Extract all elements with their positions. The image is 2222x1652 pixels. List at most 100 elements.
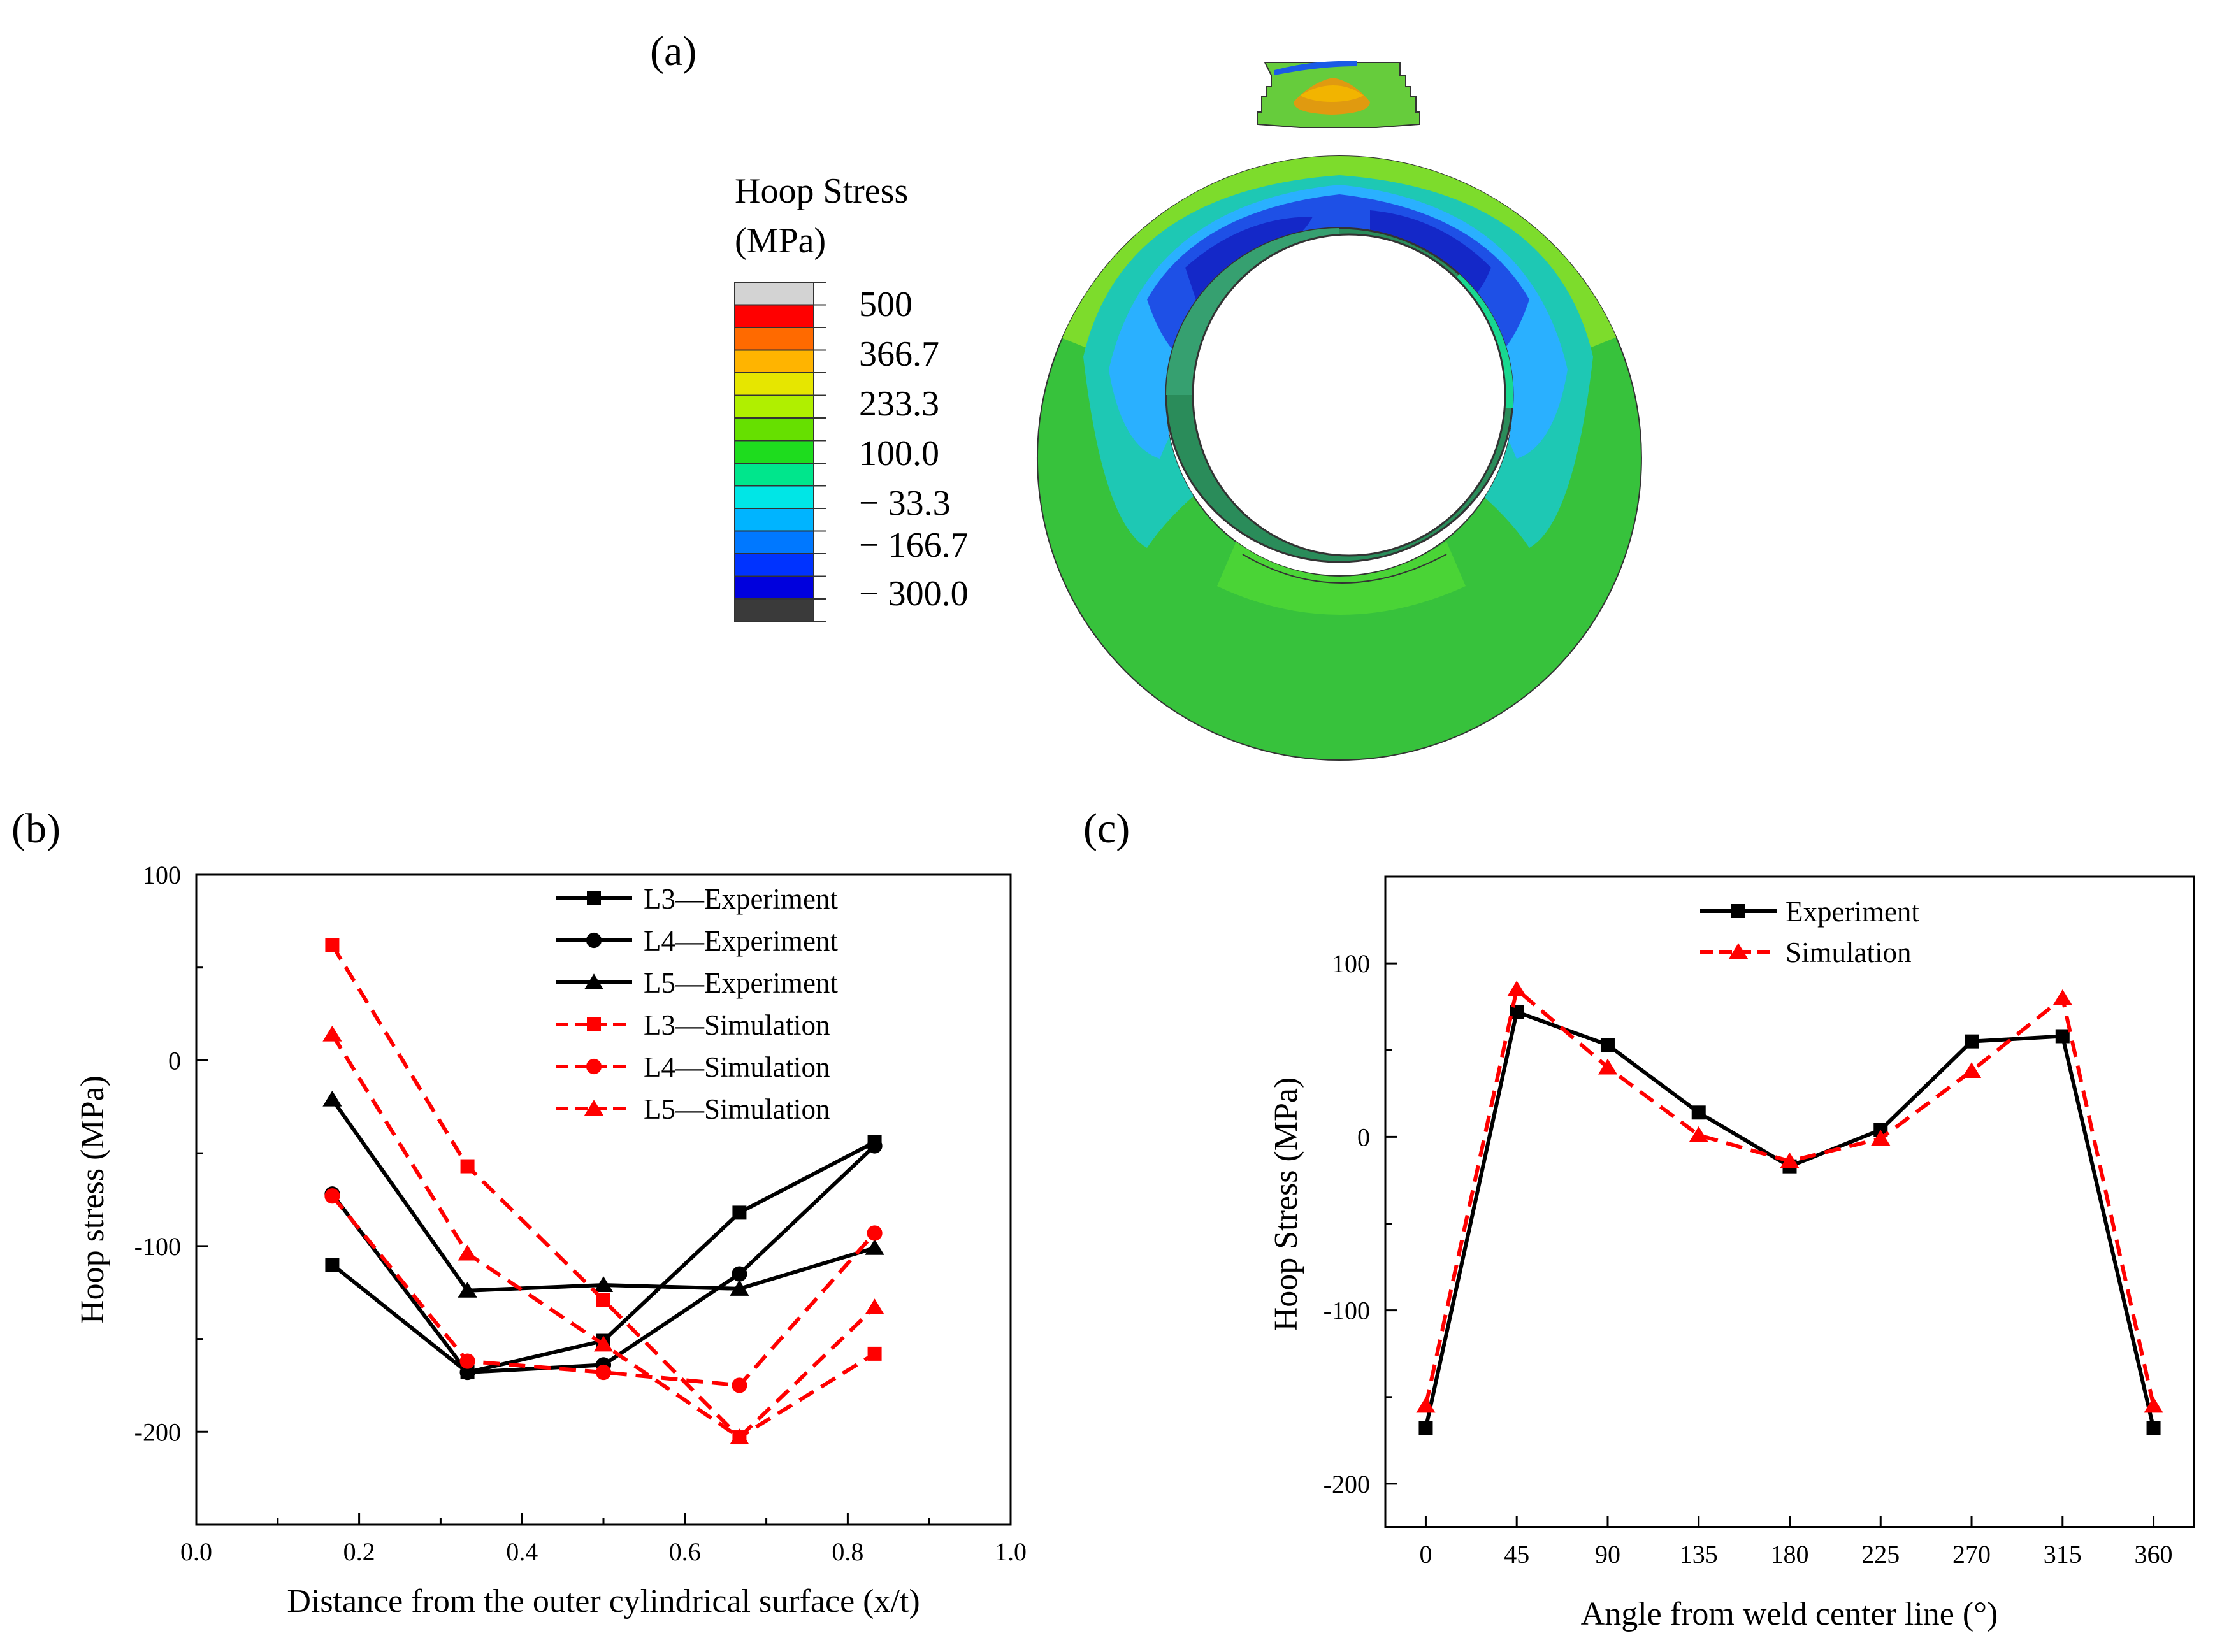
x-tick-label-360: 360 — [2135, 1540, 2173, 1569]
x-tick-label-45: 45 — [1504, 1540, 1529, 1569]
colorbar-units: (MPa) — [735, 221, 826, 261]
chart-c: 0 45 90 135 180 225 270 315 360 -200 -10… — [1268, 875, 2195, 1632]
data-point-triangle — [1728, 943, 1749, 959]
hoop-stress-contour — [1036, 61, 1642, 761]
series-line — [1424, 986, 2156, 1407]
colorbar-cell — [734, 598, 814, 622]
chart-b-series — [322, 938, 884, 1445]
chart-b-xlabel: Distance from the outer cylindrical surf… — [287, 1583, 920, 1620]
data-point-triangle — [1598, 1058, 1618, 1075]
data-point-square — [732, 1205, 747, 1220]
data-point-triangle — [593, 1276, 614, 1293]
x-tick-label-270: 270 — [1952, 1540, 1991, 1569]
x-tick-label-180: 180 — [1771, 1540, 1809, 1569]
colorbar-cell — [734, 575, 814, 600]
chart-b-legend: L3—Experiment L4—Experiment L5—Experimen… — [556, 883, 838, 1125]
chart-c-ylabel: Hoop Stress (MPa) — [1268, 1077, 1304, 1332]
colorbar-cell — [734, 349, 814, 373]
colorbar-labels: 500 366.7 233.3 100.0 − 33.3 − 166.7 − 3… — [859, 285, 969, 614]
colorbar-cell — [734, 304, 814, 328]
bottom-light-green-band — [1217, 542, 1466, 615]
x-tick-label-315: 315 — [2044, 1540, 2082, 1569]
data-point-circle — [586, 1058, 602, 1075]
data-point-square — [1965, 1034, 1979, 1049]
bore-opening — [1192, 233, 1506, 557]
colorbar-cell — [734, 372, 814, 396]
colorbar-cell — [734, 394, 814, 419]
chart-b: 0.0 0.2 0.4 0.6 0.8 1.0 -200 -100 0 100 … — [75, 861, 1027, 1620]
y-tick-label-neg100: -100 — [1324, 1296, 1370, 1325]
x-tick-label-0.2: 0.2 — [343, 1537, 375, 1566]
x-tick-label-0: 0 — [1419, 1540, 1432, 1569]
panel-label-a: (a) — [650, 28, 696, 75]
colorbar-label-500: 500 — [859, 285, 913, 324]
data-point-circle — [586, 932, 602, 949]
data-point-square — [587, 1017, 601, 1031]
data-point-circle — [459, 1353, 475, 1369]
chart-b-frame — [195, 873, 1012, 1526]
data-point-triangle — [1961, 1062, 1982, 1078]
chart-b-tick-labels: 0.0 0.2 0.4 0.6 0.8 1.0 -200 -100 0 100 — [134, 861, 1027, 1566]
y-tick-label-0: 0 — [1357, 1123, 1370, 1151]
data-point-square — [325, 938, 340, 952]
data-point-triangle — [584, 973, 604, 989]
data-point-triangle — [730, 1280, 749, 1296]
colorbar-cell — [734, 417, 814, 442]
colorbar-cell — [734, 485, 814, 509]
weld-hotspot-yellow — [1300, 85, 1364, 102]
data-point-square — [867, 1346, 882, 1361]
x-tick-label-0.0: 0.0 — [180, 1537, 212, 1566]
colorbar: Hoop Stress (MPa) 500 366.7 233.3 100.0 … — [734, 171, 969, 622]
chart-c-xlabel: Angle from weld center line (°) — [1581, 1596, 1998, 1632]
y-tick-label-neg100: -100 — [134, 1232, 181, 1261]
colorbar-title: Hoop Stress — [735, 171, 908, 211]
y-tick-label-100: 100 — [143, 861, 181, 889]
series-line — [1424, 1009, 2156, 1429]
data-point-triangle — [1780, 1152, 1800, 1168]
data-point-triangle — [2144, 1397, 2163, 1413]
chart-c-series — [1416, 980, 2163, 1435]
data-point-triangle — [1689, 1126, 1708, 1142]
data-point-circle — [867, 1138, 883, 1154]
weld-top-blue — [1274, 61, 1357, 75]
data-point-circle — [732, 1377, 747, 1393]
data-point-square — [460, 1159, 475, 1174]
chart-c-frame — [1384, 875, 2195, 1528]
data-point-square — [1418, 1421, 1433, 1435]
x-tick-label-0.8: 0.8 — [832, 1537, 863, 1566]
colorbar-cell — [734, 282, 814, 306]
legend-label-simulation: Simulation — [1786, 937, 1912, 968]
data-point-circle — [867, 1225, 883, 1241]
legend-label-experiment: Experiment — [1786, 896, 1919, 928]
y-tick-label-100: 100 — [1332, 949, 1370, 978]
colorbar-cell — [734, 553, 814, 577]
x-tick-label-90: 90 — [1595, 1540, 1620, 1569]
series-line — [330, 1098, 876, 1293]
data-point-circle — [324, 1188, 340, 1204]
data-point-triangle — [1871, 1130, 1891, 1146]
x-tick-label-225: 225 — [1861, 1540, 1900, 1569]
data-point-square — [1600, 1038, 1615, 1052]
data-point-square — [2055, 1029, 2070, 1044]
data-point-triangle — [322, 1090, 342, 1107]
legend-label-l4-exp: L4—Experiment — [644, 925, 838, 957]
colorbar-cell — [734, 440, 814, 464]
colorbar-label-neg300: − 300.0 — [859, 574, 969, 614]
data-point-triangle — [584, 1100, 604, 1116]
colorbar-label-233: 233.3 — [859, 384, 939, 424]
legend-label-l5-sim: L5—Simulation — [644, 1093, 830, 1125]
data-point-square — [2146, 1421, 2161, 1435]
y-tick-label-neg200: -200 — [1324, 1470, 1370, 1498]
data-point-triangle — [865, 1239, 884, 1255]
y-tick-label-0: 0 — [168, 1046, 181, 1075]
panel-label-b: (b) — [11, 805, 61, 852]
legend-label-l3-exp: L3—Experiment — [644, 883, 838, 915]
colorbar-cell — [734, 327, 814, 351]
x-tick-label-135: 135 — [1680, 1540, 1718, 1569]
series-line — [331, 1195, 876, 1388]
chart-c-ticks — [1385, 962, 2155, 1527]
data-point-square — [1510, 1005, 1524, 1019]
chart-b-ticks — [195, 873, 1012, 1525]
chart-c-legend: Experiment Simulation — [1700, 896, 1919, 968]
x-tick-label-0.4: 0.4 — [506, 1537, 538, 1566]
